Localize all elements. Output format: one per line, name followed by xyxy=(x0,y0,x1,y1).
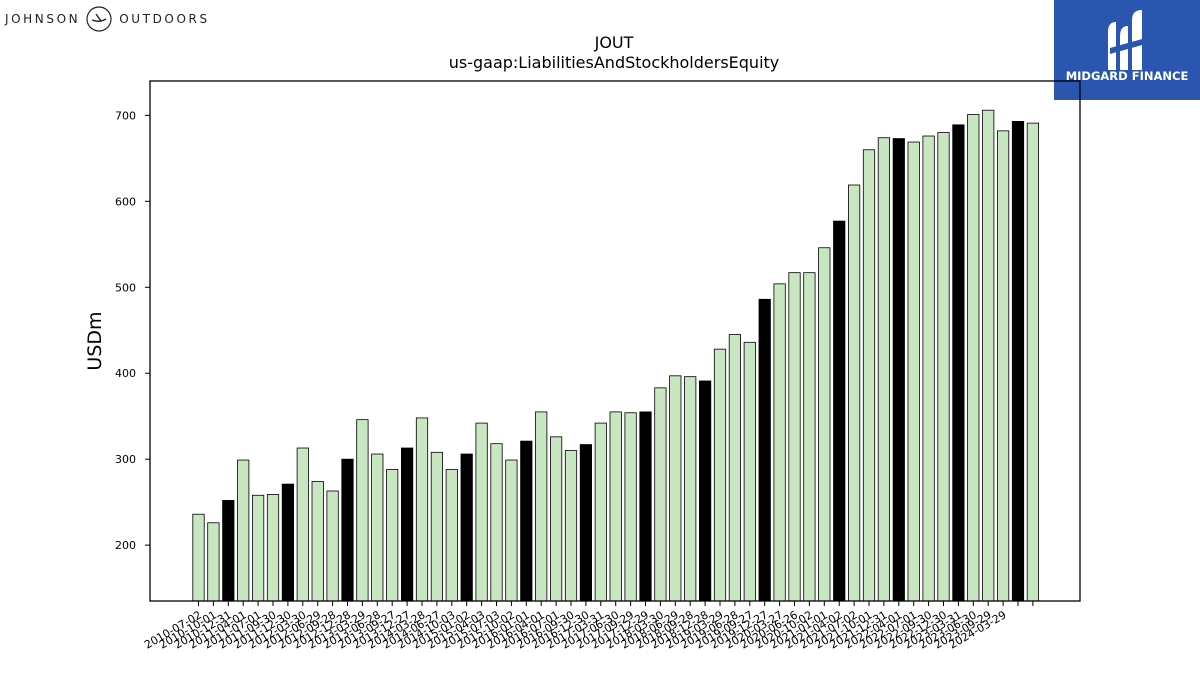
bar xyxy=(952,124,965,602)
bar xyxy=(892,138,905,602)
bar xyxy=(833,220,846,602)
midgard-finance-logo: MIDGARD FINANCE xyxy=(1054,0,1200,100)
chart-subtitle: us-gaap:LiabilitiesAndStockholdersEquity xyxy=(449,53,780,72)
chart-title: JOUT xyxy=(594,33,634,52)
bar xyxy=(699,380,712,602)
bar xyxy=(937,132,950,602)
midgard-m-icon xyxy=(1108,10,1146,70)
logo-word-johnson: JOHNSON xyxy=(5,12,81,26)
bar xyxy=(758,298,771,602)
bar xyxy=(400,447,414,602)
johnson-outdoors-logo: JOHNSON OUTDOORS xyxy=(5,6,210,32)
bar xyxy=(445,469,458,602)
bar xyxy=(1026,122,1039,602)
y-tick-label: 500 xyxy=(115,281,136,294)
bar xyxy=(967,114,980,602)
bar xyxy=(609,411,622,602)
bar xyxy=(326,490,339,602)
bar xyxy=(520,440,533,602)
bar xyxy=(728,334,742,602)
bar xyxy=(848,184,861,602)
bar xyxy=(192,513,205,602)
midgard-finance-name: MIDGARD FINANCE xyxy=(1065,69,1189,83)
y-tick-label: 400 xyxy=(115,367,136,380)
bar xyxy=(281,483,295,602)
y-axis: 200 300 400 500 600 700 xyxy=(115,109,150,552)
bar xyxy=(922,135,935,602)
bar xyxy=(222,500,235,602)
bar xyxy=(982,109,995,602)
bar xyxy=(415,417,429,602)
bar xyxy=(535,411,548,602)
bar xyxy=(594,422,607,602)
bar xyxy=(296,447,309,602)
bar xyxy=(713,348,727,602)
bar xyxy=(207,522,220,602)
bar xyxy=(237,459,250,602)
bar xyxy=(743,341,756,602)
y-tick-label: 200 xyxy=(115,539,136,552)
bar xyxy=(550,436,563,602)
y-tick-label: 600 xyxy=(115,195,136,208)
bar xyxy=(475,422,488,602)
plot-frame xyxy=(149,80,1081,602)
bar xyxy=(430,451,444,602)
bar xyxy=(266,494,280,602)
bar xyxy=(505,459,518,602)
bar-group xyxy=(192,109,1039,602)
y-tick-label: 300 xyxy=(115,453,136,466)
bar xyxy=(684,376,697,602)
bar xyxy=(654,387,667,602)
bar xyxy=(803,272,816,602)
bar xyxy=(788,272,801,602)
bar xyxy=(877,137,891,602)
y-tick-label: 700 xyxy=(115,109,136,122)
bar xyxy=(490,443,503,602)
bar xyxy=(639,411,652,602)
bar xyxy=(818,247,831,602)
bar xyxy=(341,458,354,602)
logo-word-outdoors: OUTDOORS xyxy=(119,12,210,26)
bar xyxy=(1011,120,1025,602)
bar xyxy=(669,375,682,602)
bar xyxy=(311,481,324,602)
bar xyxy=(579,444,593,602)
canoe-emblem-icon xyxy=(86,6,112,32)
bar xyxy=(251,494,265,602)
bar xyxy=(997,130,1010,602)
y-axis-label: USDm xyxy=(84,311,106,370)
bar xyxy=(907,141,920,602)
x-axis: 2010-07-022010-10-012010-12-312011-04-01… xyxy=(142,601,1034,652)
bar xyxy=(564,450,578,602)
bar xyxy=(371,453,384,602)
bar xyxy=(862,149,876,602)
bar xyxy=(773,283,786,602)
bar xyxy=(386,469,399,602)
bar xyxy=(356,419,369,602)
bar xyxy=(624,412,637,602)
bar xyxy=(460,453,473,602)
